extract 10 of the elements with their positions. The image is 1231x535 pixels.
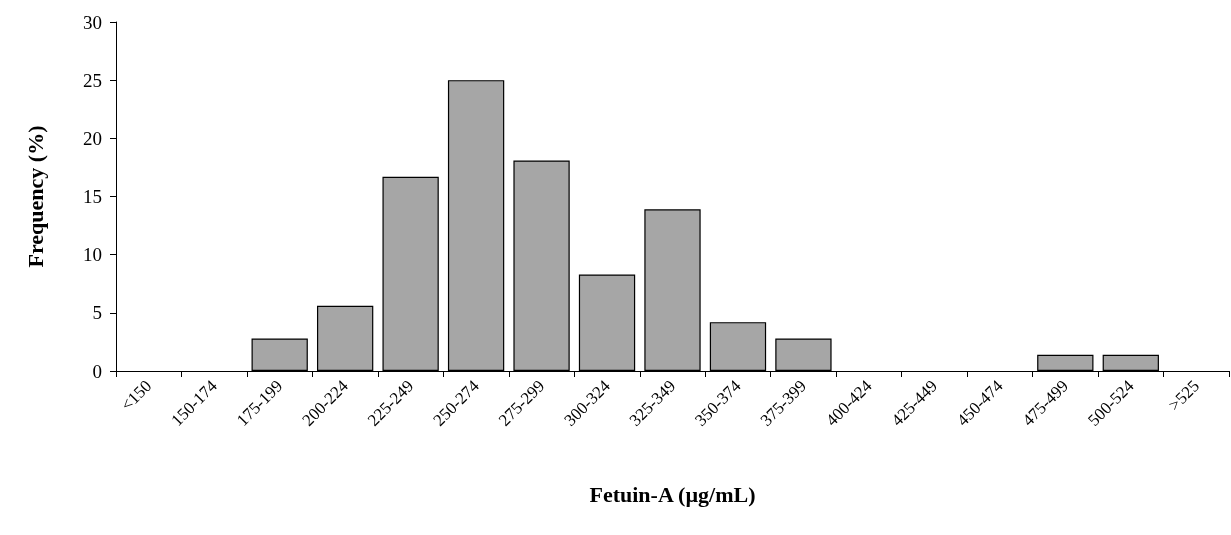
y-tick-label: 5 [92, 302, 102, 324]
y-tick-label: 25 [83, 69, 102, 91]
y-axis-title: Frequency (%) [22, 125, 48, 268]
x-axis-title: Fetuin-A (µg/mL) [589, 481, 756, 507]
y-tick-label: 15 [83, 186, 102, 207]
x-tick-label: <150 [117, 376, 156, 415]
y-tick-label: 0 [92, 360, 102, 382]
y-tick-label: 10 [83, 244, 102, 266]
y-tick-label: 20 [83, 127, 102, 149]
y-tick-label: 30 [83, 11, 102, 33]
